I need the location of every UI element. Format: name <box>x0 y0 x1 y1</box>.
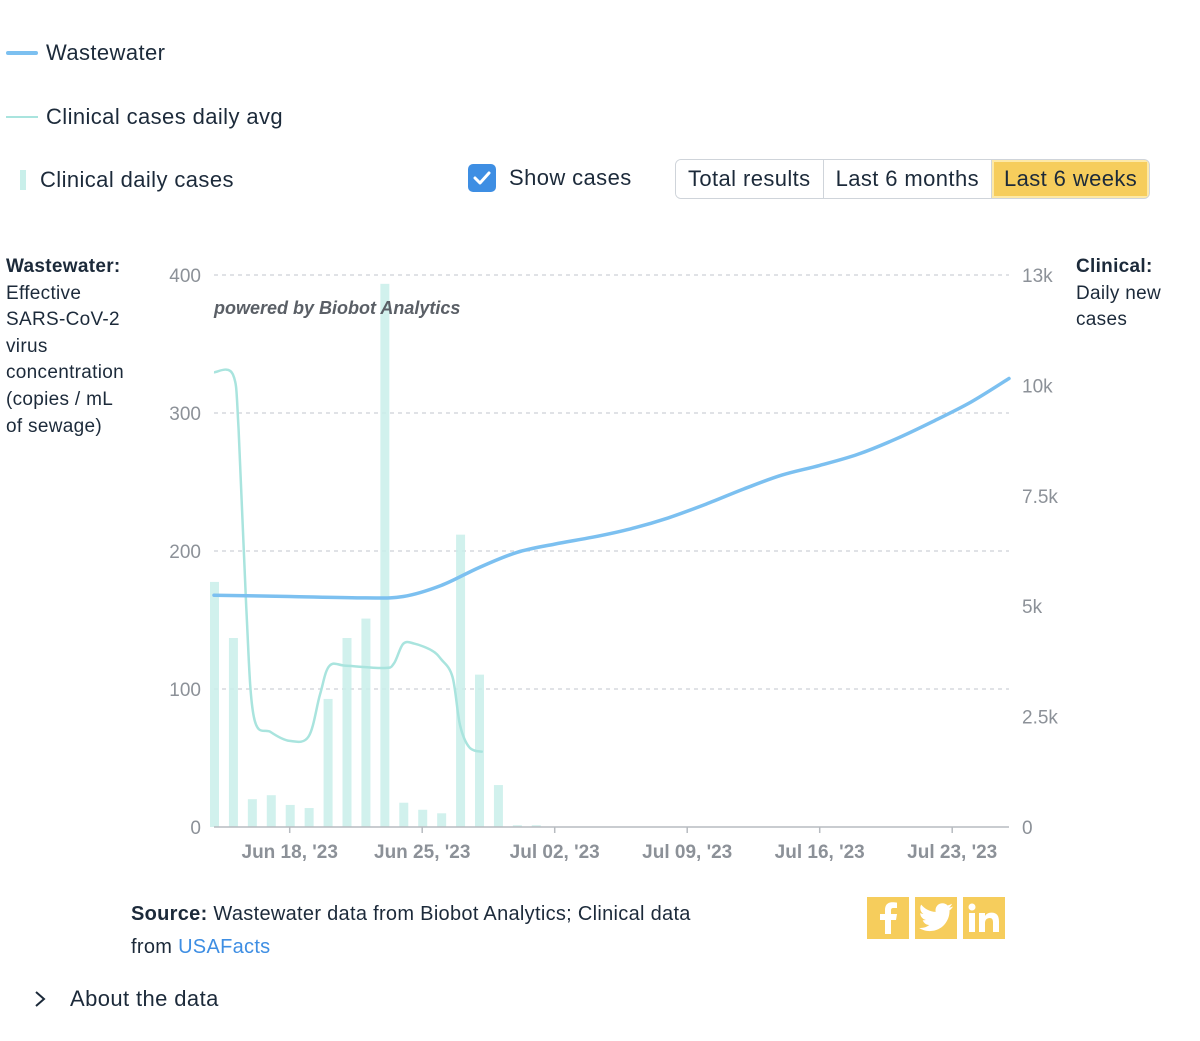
x-axis-tick-label: Jul 09, '23 <box>642 842 732 863</box>
facebook-icon <box>880 902 897 934</box>
clinical-daily-bar <box>247 799 257 827</box>
usafacts-link[interactable]: USAFacts <box>178 936 271 958</box>
left-axis-tick-label: 0 <box>190 818 201 839</box>
range-total-results-button[interactable]: Total results <box>676 160 824 198</box>
left-axis-tick-label: 300 <box>169 404 201 425</box>
watermark: powered by Biobot Analytics <box>213 298 460 318</box>
left-axis-title-line: SARS-CoV-2 <box>6 309 120 331</box>
legend-clinical-avg-label: Clinical cases daily avg <box>46 104 284 129</box>
legend-clinical-daily-label: Clinical daily cases <box>40 167 234 192</box>
show-cases-checkbox[interactable] <box>468 164 496 192</box>
chart: 0 100 200 300 400 0 2.5k 5k 7.5k 10k 13k Jun 18, … <box>169 266 1058 863</box>
chart-grid <box>214 274 1009 690</box>
range-selector: Total results Last 6 months Last 6 weeks <box>675 159 1151 199</box>
left-axis-tick-label: 400 <box>169 266 201 287</box>
x-axis-tick-label: Jul 02, '23 <box>510 842 600 863</box>
right-axis-tick-label: 0 <box>1022 818 1033 839</box>
show-cases-toggle[interactable]: Show cases <box>468 164 632 192</box>
left-axis-title-line: (copies / mL <box>6 388 114 410</box>
about-the-data-label: About the data <box>70 986 219 1011</box>
linkedin-icon <box>968 903 999 932</box>
legend-wastewater-label: Wastewater <box>46 40 166 65</box>
clinical-daily-bar <box>228 637 238 827</box>
clinical-daily-bar <box>512 825 522 827</box>
clinical-daily-bars <box>210 283 541 827</box>
clinical-daily-bar <box>210 581 219 827</box>
legend-clinical-daily-swatch <box>20 170 26 190</box>
twitter-icon <box>919 903 953 932</box>
right-axis-tick-label: 5k <box>1022 597 1043 618</box>
legend-clinical-daily: Clinical daily cases <box>0 167 234 193</box>
x-axis-ticks: Jun 18, '23 Jun 25, '23 Jul 02, '23 Jul 09,… <box>242 827 997 863</box>
clinical-daily-bar <box>418 809 428 827</box>
chevron-right-icon <box>35 991 46 1007</box>
left-axis-title: Wastewater: Effective SARS-CoV-2 virus c… <box>6 254 124 440</box>
clinical-daily-bar <box>456 534 466 827</box>
clinical-daily-bar <box>266 795 276 827</box>
x-axis-tick-label: Jul 23, '23 <box>907 842 997 863</box>
clinical-daily-bar <box>437 813 447 827</box>
check-icon <box>473 171 491 185</box>
range-last-6-weeks-button[interactable]: Last 6 weeks <box>991 160 1150 198</box>
left-axis-tick-label: 200 <box>169 542 201 563</box>
right-axis-tick-label: 10k <box>1022 376 1053 397</box>
right-axis-title-heading: Clinical: <box>1076 256 1153 277</box>
wastewater-line <box>212 376 1011 600</box>
clinical-daily-bar <box>323 698 333 827</box>
clinical-daily-bar <box>361 618 371 827</box>
left-axis-title-heading: Wastewater: <box>6 256 121 277</box>
right-axis-tick-label: 13k <box>1022 266 1053 287</box>
right-axis-tick-label: 7.5k <box>1022 487 1058 508</box>
x-axis-tick-label: Jul 16, '23 <box>775 842 865 863</box>
source-text: Wastewater data from Biobot Analytics; C… <box>131 903 691 958</box>
clinical-daily-bar <box>531 825 541 827</box>
left-axis-title-line: Effective <box>6 282 82 304</box>
clinical-avg-line <box>213 368 484 754</box>
left-axis-title-line: virus <box>6 335 48 357</box>
right-axis-title-line: cases <box>1076 309 1128 331</box>
legend-wastewater: Wastewater <box>6 40 165 66</box>
x-axis-tick-label: Jun 25, '23 <box>374 842 470 863</box>
linkedin-share-button[interactable] <box>963 897 1005 939</box>
right-axis-title: Clinical: Daily new cases <box>1076 254 1161 334</box>
left-axis-tick-label: 100 <box>169 680 201 701</box>
legend-clinical-avg-swatch <box>6 116 38 118</box>
legend-clinical-avg: Clinical cases daily avg <box>6 104 283 130</box>
x-axis-tick-label: Jun 18, '23 <box>242 842 338 863</box>
legend-wastewater-swatch <box>6 51 38 55</box>
left-axis-title-line: concentration <box>6 362 124 384</box>
right-axis-tick-label: 2.5k <box>1022 708 1058 729</box>
clinical-daily-bar <box>399 802 409 827</box>
about-the-data-toggle[interactable]: About the data <box>34 986 219 1012</box>
range-last-6-months-button[interactable]: Last 6 months <box>823 160 992 198</box>
left-axis-ticks: 0 100 200 300 400 <box>169 266 201 839</box>
right-axis-ticks: 0 2.5k 5k 7.5k 10k 13k <box>1022 266 1058 839</box>
clinical-daily-bar <box>285 804 295 827</box>
facebook-share-button[interactable] <box>867 897 909 939</box>
source-label: Source: <box>131 903 208 925</box>
clinical-daily-bar <box>380 283 390 827</box>
left-axis-title-line: of sewage) <box>6 415 102 437</box>
clinical-daily-bar <box>493 785 503 827</box>
show-cases-label: Show cases <box>509 165 632 190</box>
clinical-daily-bar <box>304 808 314 827</box>
right-axis-title-line: Daily new <box>1076 282 1162 304</box>
source-note: Source: Wastewater data from Biobot Anal… <box>131 898 701 964</box>
twitter-share-button[interactable] <box>915 897 957 939</box>
clinical-daily-bar <box>342 637 352 827</box>
